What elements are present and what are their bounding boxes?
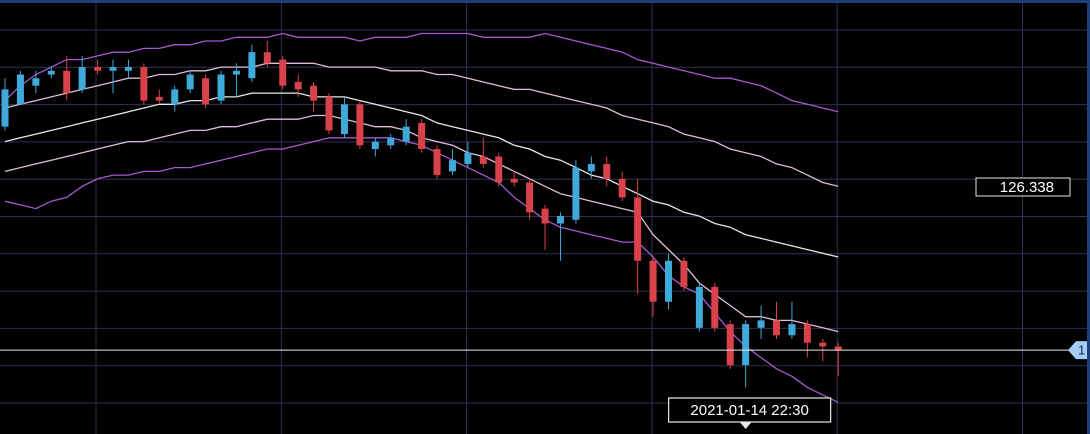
candle-body <box>263 52 271 64</box>
candle-body <box>418 122 426 150</box>
candle-body <box>757 320 765 328</box>
candle-body <box>495 156 503 183</box>
candle-body <box>294 81 302 90</box>
candle-body <box>186 74 194 90</box>
candle-body <box>232 70 240 75</box>
right-border <box>1087 0 1090 434</box>
candle-body <box>47 70 55 75</box>
candle-body <box>649 260 657 302</box>
candle-body <box>695 286 703 328</box>
band-line <box>4 92 839 258</box>
candle-body <box>711 286 719 328</box>
candle-body <box>526 182 534 213</box>
candle-body <box>279 59 287 86</box>
candle-body <box>834 346 842 351</box>
candle-body <box>94 67 102 71</box>
candle-body <box>788 324 796 336</box>
candle-body <box>726 324 734 366</box>
candle-body <box>433 149 441 176</box>
candle-body <box>510 178 518 183</box>
candle-body <box>664 260 672 302</box>
candle-body <box>1 89 9 127</box>
candle-body <box>819 342 827 347</box>
candle-body <box>742 324 750 366</box>
candle-body <box>248 52 256 79</box>
candle-body <box>356 104 364 146</box>
candle-body <box>464 152 472 164</box>
candle-body <box>556 216 564 224</box>
candle-body <box>32 78 40 86</box>
candle-body <box>572 167 580 220</box>
candle-body <box>217 74 225 101</box>
plot-area: 1 126.338 2021-01-14 22:30 <box>0 32 1090 429</box>
candle-body <box>541 208 549 224</box>
candle-body <box>387 137 395 146</box>
candle-body <box>803 324 811 343</box>
date-label-pointer <box>739 422 752 429</box>
candle-body <box>140 67 148 101</box>
crosshair-label-box <box>1068 341 1090 360</box>
candle-body <box>587 163 595 172</box>
candle-body <box>340 104 348 135</box>
candle-body <box>171 89 179 105</box>
candle-body <box>680 260 688 287</box>
band-line <box>4 32 839 113</box>
candle-body <box>371 141 379 150</box>
candle-body <box>202 78 210 105</box>
candle-body <box>155 96 163 101</box>
date-label-box <box>668 397 832 423</box>
candle-body <box>16 74 24 105</box>
candle-body <box>109 67 117 71</box>
candle-body <box>78 67 86 90</box>
candle-body <box>124 67 132 71</box>
price-label: 126.338 <box>1000 179 1054 196</box>
candle-body <box>618 178 626 198</box>
date-label: 2021-01-14 22:30 <box>690 402 808 419</box>
crosshair-label: 1 <box>1078 343 1085 358</box>
candle-body <box>325 96 333 131</box>
candle-body <box>310 85 318 101</box>
candle-body <box>63 70 71 94</box>
top-border <box>0 0 1090 3</box>
candle-body <box>773 320 780 336</box>
candle-body <box>479 156 487 164</box>
candle-body <box>448 160 456 172</box>
candle-body <box>603 163 611 179</box>
price-label-box <box>975 177 1071 197</box>
candle-body <box>402 126 410 142</box>
candle-body <box>634 197 642 261</box>
